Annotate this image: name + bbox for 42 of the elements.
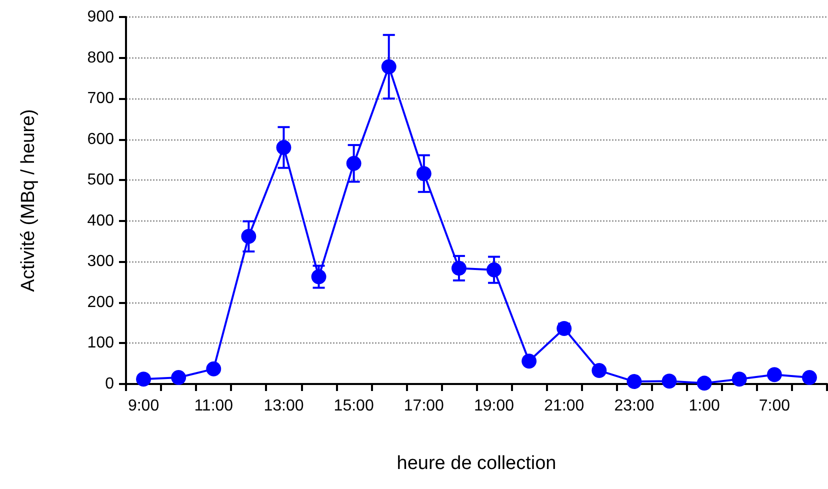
point	[486, 262, 502, 278]
point	[206, 361, 222, 376]
x-axis-title: heure de collection	[396, 453, 556, 474]
x-tick-label: 13:00	[264, 398, 304, 414]
point	[451, 260, 466, 276]
y-tick-label: 200	[87, 294, 114, 311]
point	[276, 140, 292, 155]
point	[802, 370, 817, 385]
y-tick-label: 500	[87, 172, 114, 189]
y-tick-label: 0	[105, 376, 114, 392]
point	[662, 374, 677, 389]
point	[592, 363, 607, 378]
point	[556, 321, 572, 336]
x-tick-label: 19:00	[474, 398, 514, 414]
point	[381, 59, 396, 74]
x-tick-label: 15:00	[334, 398, 374, 414]
point	[522, 354, 537, 369]
point	[732, 372, 747, 387]
x-tick-label: 11:00	[194, 398, 234, 414]
y-tick-label: 100	[87, 334, 114, 352]
point	[696, 376, 712, 391]
point	[241, 228, 256, 244]
y-tick-label: 700	[87, 90, 114, 108]
x-tick-label: 23:00	[614, 398, 654, 414]
x-tick-label: 7:00	[758, 398, 790, 414]
point	[346, 156, 362, 171]
x-tick-label: 17:00	[404, 398, 444, 414]
point	[626, 374, 642, 390]
y-tick-label: 800	[87, 49, 114, 66]
point	[766, 367, 782, 382]
x-tick-label: 21:00	[544, 398, 584, 414]
point	[136, 372, 152, 387]
y-tick-label: 300	[87, 253, 114, 270]
point	[311, 269, 326, 284]
x-tick-label: 9:00	[128, 398, 160, 414]
y-tick-label: 900	[87, 8, 114, 26]
point	[171, 370, 186, 385]
y-tick-label: 400	[87, 212, 114, 230]
point	[416, 166, 432, 182]
x-tick-label: 1:00	[688, 398, 720, 414]
y-tick-label: 600	[87, 130, 114, 148]
y-axis-title: Activité (MBq / heure)	[18, 109, 39, 292]
